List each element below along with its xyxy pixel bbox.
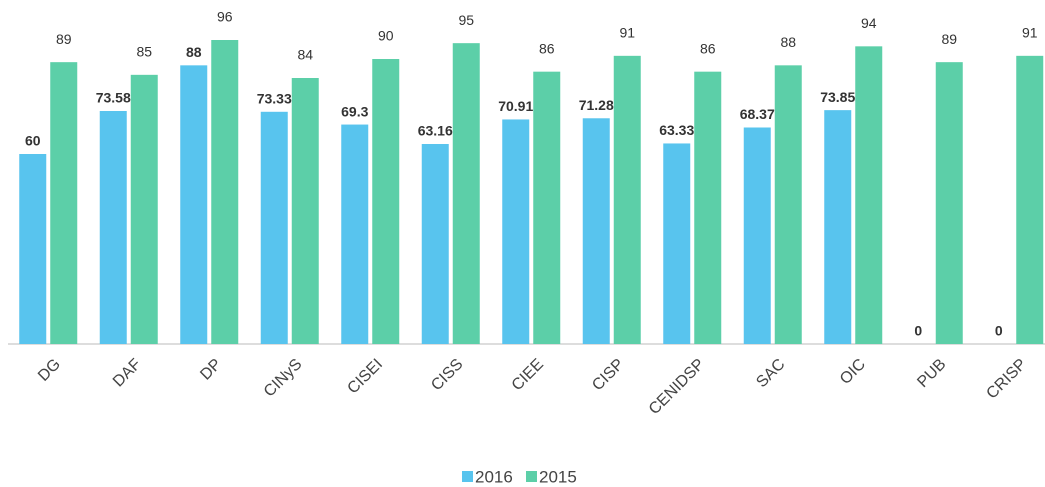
x-tick-label: PUB xyxy=(914,356,949,391)
bar xyxy=(99,110,127,344)
bar xyxy=(180,65,208,344)
x-tick-label: CENIDSP xyxy=(646,356,708,418)
bar xyxy=(130,74,158,344)
bar xyxy=(452,43,480,345)
bar xyxy=(855,46,883,344)
value-label: 96 xyxy=(217,9,233,25)
value-label: 91 xyxy=(619,25,635,41)
bar xyxy=(421,143,449,344)
value-label: 85 xyxy=(136,44,152,60)
x-tick-label: CRISP xyxy=(983,356,1030,403)
value-label: 90 xyxy=(378,28,394,44)
value-label: 68.37 xyxy=(740,106,775,122)
value-label: 88 xyxy=(186,44,202,60)
x-tick-label: CINyS xyxy=(261,356,306,401)
bar xyxy=(291,78,319,344)
value-label: 73.85 xyxy=(820,89,855,105)
value-label: 71.28 xyxy=(579,97,614,113)
bar xyxy=(19,154,47,344)
value-label: 0 xyxy=(995,323,1003,339)
bar xyxy=(663,143,691,344)
value-label: 95 xyxy=(458,12,474,28)
value-label: 63.33 xyxy=(659,122,694,138)
x-tick-label: CISP xyxy=(589,356,627,394)
bar xyxy=(582,118,610,344)
value-label: 84 xyxy=(297,47,313,63)
value-label: 69.3 xyxy=(341,103,368,119)
x-tick-label: CISS xyxy=(428,356,466,394)
value-label: 91 xyxy=(1022,25,1038,41)
legend-label: 2015 xyxy=(539,467,577,486)
bar xyxy=(372,59,400,344)
value-label: 73.33 xyxy=(257,90,292,106)
bar xyxy=(935,62,963,345)
legend-swatch xyxy=(526,471,537,482)
bar xyxy=(774,65,802,344)
legend-swatch xyxy=(462,471,473,482)
value-label: 73.58 xyxy=(96,90,131,106)
legend-label: 2016 xyxy=(475,467,513,486)
value-label: 94 xyxy=(861,15,877,31)
x-tick-label: DP xyxy=(197,356,225,384)
x-tick-label: CISEI xyxy=(344,356,386,398)
value-label: 86 xyxy=(700,40,716,56)
x-tick-label: CIEE xyxy=(509,356,547,394)
value-label: 86 xyxy=(539,40,555,56)
bar xyxy=(1016,55,1044,344)
x-tick-label: DG xyxy=(35,356,64,385)
value-label: 60 xyxy=(25,133,41,149)
value-label: 88 xyxy=(780,34,796,50)
x-tick-label: SAC xyxy=(753,356,788,391)
bar xyxy=(260,111,288,344)
value-label: 89 xyxy=(56,31,72,47)
bar xyxy=(613,55,641,344)
bar xyxy=(50,62,78,345)
bar xyxy=(824,110,852,345)
x-tick-label: OIC xyxy=(837,356,869,388)
value-label: 89 xyxy=(941,31,957,47)
bar xyxy=(743,127,771,345)
x-tick-label: DAF xyxy=(110,356,145,391)
bar xyxy=(694,71,722,345)
bar xyxy=(502,119,530,345)
value-label: 63.16 xyxy=(418,123,453,139)
bar xyxy=(533,71,561,345)
bar xyxy=(341,124,369,344)
value-label: 0 xyxy=(914,323,922,339)
bar xyxy=(211,40,239,344)
value-label: 70.91 xyxy=(498,98,533,114)
